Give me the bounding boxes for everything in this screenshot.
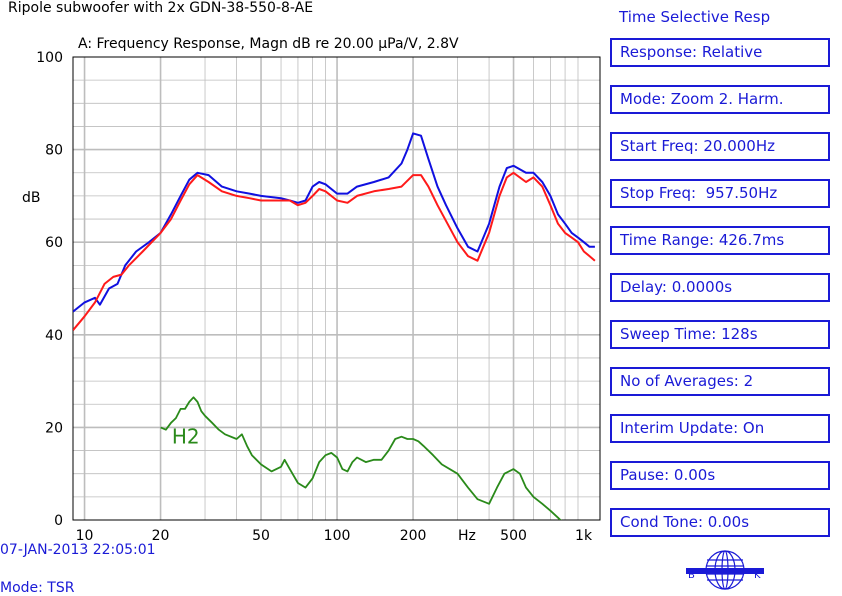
x-axis-label: Hz (458, 528, 476, 544)
param-stop-freq[interactable]: Stop Freq: 957.50Hz (610, 179, 830, 208)
chart-grid (72, 57, 600, 520)
x-tick-label: 500 (500, 528, 527, 544)
y-axis-label: dB (22, 190, 41, 206)
chart-title: Ripole subwoofer with 2x GDN-38-550-8-AE (8, 0, 314, 16)
chart-series (73, 132, 596, 520)
param-response[interactable]: Response: Relative (610, 38, 830, 67)
mode-label: Mode: TSR (0, 580, 75, 596)
logo-letter-b: B (688, 570, 695, 581)
series-line-green (160, 396, 562, 520)
x-tick-label: 10 (76, 528, 94, 544)
x-tick-label: 100 (324, 528, 351, 544)
x-tick-label: 50 (252, 528, 270, 544)
param-averages[interactable]: No of Averages: 2 (610, 367, 830, 396)
y-tick-labels: 0 20 40 60 80 100 (36, 50, 63, 529)
x-tick-labels: 10 20 50 100 200 500 1k (76, 528, 593, 544)
param-mode[interactable]: Mode: Zoom 2. Harm. (610, 85, 830, 114)
param-time-range[interactable]: Time Range: 426.7ms (610, 226, 830, 255)
param-sweep-time[interactable]: Sweep Time: 128s (610, 320, 830, 349)
chart-subtitle: A: Frequency Response, Magn dB re 20.00 … (78, 36, 459, 52)
chart-annotations: H2 (172, 424, 200, 448)
param-pause[interactable]: Pause: 0.00s (610, 461, 830, 490)
x-tick-label: 200 (400, 528, 427, 544)
x-tick-label: 20 (152, 528, 170, 544)
y-tick-label: 100 (36, 50, 63, 66)
series-line-blue (73, 132, 595, 313)
y-tick-label: 40 (45, 328, 63, 344)
param-start-freq[interactable]: Start Freq: 20.000Hz (610, 132, 830, 161)
param-delay[interactable]: Delay: 0.0000s (610, 273, 830, 302)
y-tick-label: 0 (54, 513, 63, 529)
panel-title: Time Selective Resp (619, 8, 771, 26)
logo-letter-k: K (754, 570, 761, 581)
timestamp: 07-JAN-2013 22:05:01 (0, 542, 156, 558)
x-tick-label: 1k (575, 528, 593, 544)
param-interim-update[interactable]: Interim Update: On (610, 414, 830, 443)
annotation-h2: H2 (172, 424, 200, 448)
y-tick-label: 20 (45, 420, 63, 436)
y-tick-label: 80 (45, 143, 63, 159)
param-cond-tone[interactable]: Cond Tone: 0.00s (610, 508, 830, 537)
bk-logo-icon: B K (686, 550, 764, 590)
plot-area-border (72, 56, 601, 521)
y-tick-label: 60 (45, 235, 63, 251)
series-line-red (73, 171, 596, 331)
